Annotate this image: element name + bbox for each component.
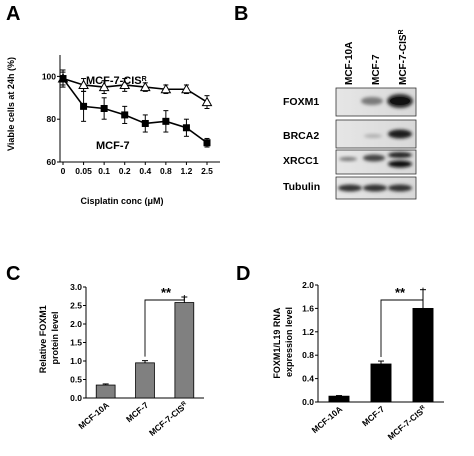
chart-c-ylabel: Relative FOXM1 protein level <box>38 303 60 374</box>
chart-a: Viable cells at 24h (%) Cisplatin conc (… <box>6 55 220 206</box>
data-point <box>160 83 172 94</box>
y-tick-label: 0.4 <box>302 374 314 384</box>
chart-d: FOXM1/L19 RNA expression level 0.0 0.4 0.8… <box>272 280 444 442</box>
y-tick-label: 0.8 <box>302 350 314 360</box>
blot-row-label-tubulin: Tubulin <box>283 181 320 193</box>
bar <box>328 395 350 403</box>
blot-strip-foxm1 <box>335 87 417 117</box>
blot-band <box>388 160 412 168</box>
data-point <box>119 79 131 89</box>
x-tick-label: MCF-7 <box>124 400 151 425</box>
y-tick-label: 80 <box>47 114 57 124</box>
blot-lane-label-mcf10a: MCF-10A <box>344 42 355 85</box>
significance-bracket <box>380 287 424 358</box>
data-point <box>139 81 151 92</box>
panel-letter-d: D <box>236 263 250 285</box>
significance-c: ** <box>161 285 172 300</box>
y-tick-label: 1.0 <box>70 356 82 366</box>
blot-strip-xrcc1 <box>335 149 417 175</box>
series-label-mcf7: MCF-7 <box>96 140 130 152</box>
y-tick-label: 2.5 <box>70 301 82 311</box>
x-tick-label: 0.1 <box>98 166 110 176</box>
data-point <box>182 124 190 132</box>
blot-strip-tubulin <box>335 176 417 200</box>
blot-band <box>338 184 362 192</box>
data-point <box>203 139 211 147</box>
series-line-0 <box>62 77 208 103</box>
chart-a-ylabel: Viable cells at 24h (%) <box>6 57 16 151</box>
bar <box>95 384 116 399</box>
bar <box>135 362 155 399</box>
x-tick-label: 0.8 <box>160 166 172 176</box>
x-tick-label: 0.2 <box>119 166 131 176</box>
series-label-mcf7-cisr: MCF-7-CISR <box>86 75 147 87</box>
blot-band <box>388 184 412 192</box>
y-tick-label: 0.0 <box>70 393 82 403</box>
significance-d: ** <box>395 285 406 300</box>
blot-row-label-foxm1: FOXM1 <box>283 96 319 108</box>
x-tick-label: MCF-7-CISR <box>147 399 190 438</box>
significance-bracket <box>144 294 185 357</box>
data-point <box>201 96 213 107</box>
blot-band <box>364 134 382 138</box>
blot-band <box>363 154 385 162</box>
y-tick-label: 1.5 <box>70 338 82 348</box>
x-tick-label: 0.05 <box>75 166 92 176</box>
data-point <box>78 79 89 89</box>
data-point <box>162 117 170 125</box>
y-tick-label: 1.2 <box>302 327 314 337</box>
y-tick-label: 0.0 <box>302 397 314 407</box>
blot-lane-label-mcf7-cisr: MCF-7-CISR <box>398 29 410 85</box>
blot-band <box>363 184 387 192</box>
x-tick-label: MCF-10A <box>310 404 345 435</box>
x-tick-label: 0.4 <box>139 166 151 176</box>
data-point <box>98 81 110 92</box>
blot-band <box>339 157 357 161</box>
y-tick-label: 100 <box>42 71 56 81</box>
y-tick-label: 0.5 <box>70 375 82 385</box>
y-tick-label: 3.0 <box>70 282 82 292</box>
x-tick-label: MCF-10A <box>76 400 111 431</box>
panel-letter-a: A <box>6 3 20 25</box>
data-point <box>121 111 129 119</box>
bar <box>174 302 195 399</box>
bar <box>370 363 392 403</box>
blot-lane-label-mcf7: MCF-7 <box>371 54 382 85</box>
y-tick-label: 1.6 <box>302 303 314 313</box>
data-point <box>80 102 88 110</box>
blot-band <box>390 97 410 105</box>
bar <box>412 307 434 403</box>
blot-band <box>361 97 383 105</box>
western-blot: MCF-10A MCF-7 MCF-7-CISR FOXM1 BRCA2 XRC… <box>283 29 417 200</box>
x-tick-label: 1.2 <box>181 166 193 176</box>
blot-strip-brca2 <box>335 119 417 149</box>
blot-band <box>388 129 412 139</box>
chart-c: Relative FOXM1 protein level 0.0 0.5 1.0 1.… <box>38 282 204 438</box>
x-tick-label: 0 <box>61 166 66 176</box>
chart-d-ylabel: FOXM1/L19 RNA expression level <box>272 305 294 378</box>
x-tick-label: MCF-7-CISR <box>386 403 429 442</box>
data-point <box>59 75 67 83</box>
y-tick-label: 2.0 <box>70 319 82 329</box>
y-tick-label: 2.0 <box>302 280 314 290</box>
x-tick-label: 2.5 <box>201 166 213 176</box>
data-point <box>141 119 149 127</box>
panel-letter-b: B <box>234 3 248 25</box>
blot-row-label-brca2: BRCA2 <box>283 130 319 142</box>
chart-a-xlabel: Cisplatin conc (μM) <box>80 196 163 206</box>
y-tick-label: 60 <box>47 157 57 167</box>
blot-row-label-xrcc1: XRCC1 <box>283 155 319 167</box>
data-point <box>181 83 192 94</box>
x-tick-label: MCF-7 <box>360 404 387 429</box>
blot-band <box>388 152 412 158</box>
panel-letter-c: C <box>6 263 20 285</box>
data-point <box>100 105 108 112</box>
